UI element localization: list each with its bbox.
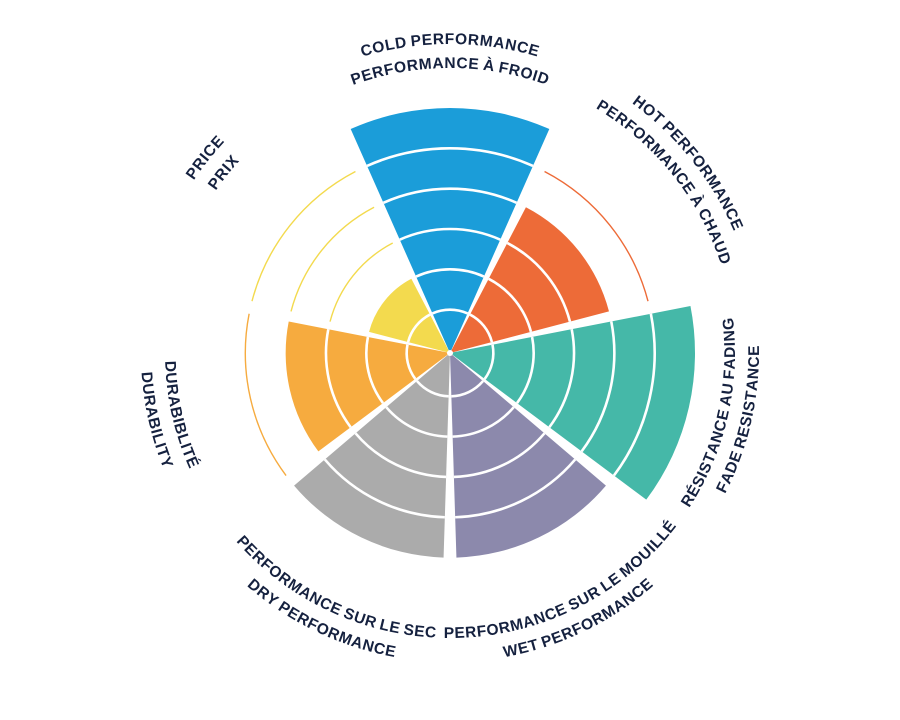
svg-text:E: E	[384, 642, 398, 661]
svg-text:D: D	[161, 361, 179, 373]
svg-text:E: E	[714, 408, 733, 422]
svg-text:R: R	[433, 31, 445, 48]
svg-text:U: U	[719, 382, 737, 396]
svg-text:G: G	[720, 317, 738, 331]
svg-text:F: F	[445, 31, 455, 48]
svg-text:D: D	[394, 34, 408, 53]
svg-text:E: E	[454, 625, 465, 642]
svg-text:A: A	[432, 55, 444, 72]
svg-text:C: C	[746, 356, 763, 368]
svg-text:M: M	[418, 56, 433, 74]
svg-text:R: R	[467, 31, 480, 49]
svg-text:N: N	[444, 55, 456, 72]
svg-text:N: N	[745, 367, 763, 380]
svg-text:E: E	[468, 56, 480, 74]
svg-text:C: C	[424, 624, 437, 642]
svg-text:P: P	[444, 625, 455, 642]
svg-text:E: E	[746, 345, 763, 356]
svg-text:O: O	[455, 31, 468, 48]
svg-text:D: D	[722, 346, 739, 358]
svg-text:E: E	[421, 31, 433, 49]
svg-text:E: E	[388, 619, 402, 638]
svg-text:A: A	[722, 358, 739, 370]
svg-text:C: C	[456, 55, 468, 72]
svg-text:À: À	[482, 57, 496, 75]
